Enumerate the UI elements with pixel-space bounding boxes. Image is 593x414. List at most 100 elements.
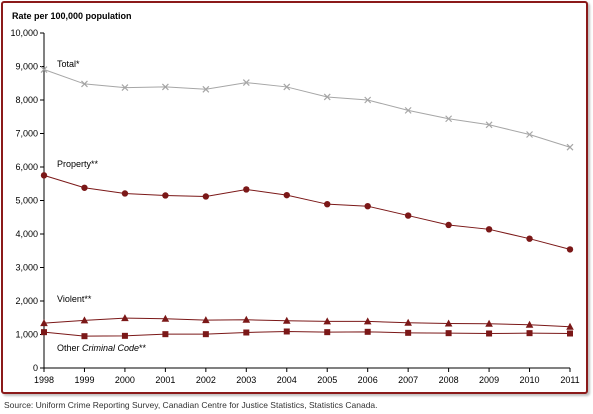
data-point-square <box>567 330 573 337</box>
data-point-square <box>364 328 371 335</box>
data-point-triangle <box>566 322 574 330</box>
data-point-triangle <box>485 319 493 327</box>
data-point-square <box>41 329 47 336</box>
data-point-x <box>283 83 291 91</box>
data-point-x <box>445 115 453 123</box>
data-point-circle <box>81 184 88 191</box>
x-tick-label: 2010 <box>520 375 540 385</box>
x-mark-stroke <box>364 96 372 104</box>
data-point-circle <box>243 186 250 193</box>
data-point-circle <box>566 246 574 253</box>
data-point-circle <box>324 200 331 208</box>
data-point-x <box>404 106 412 114</box>
data-point-triangle <box>282 316 291 324</box>
data-point-triangle <box>121 314 129 322</box>
series-label: Violent** <box>57 294 92 304</box>
x-mark-stroke <box>81 80 88 88</box>
data-point-square <box>283 328 290 335</box>
data-point-circle <box>162 192 169 199</box>
series-square <box>41 328 573 340</box>
y-tick-label: 10,000 <box>10 28 38 38</box>
data-point-square <box>202 331 209 338</box>
y-tick-label: 0 <box>33 363 38 373</box>
series-line <box>43 317 571 328</box>
y-tick-label: 5,000 <box>15 196 38 206</box>
data-point-circle <box>202 193 210 200</box>
y-tick-label: 4,000 <box>15 229 38 239</box>
data-point-triangle <box>161 314 170 322</box>
data-point-x <box>242 79 250 87</box>
y-axis-label: Rate per 100,000 population <box>12 11 132 21</box>
series-labels: Total* Property** Violent** Other Criminal … <box>57 59 147 353</box>
data-point-square <box>81 333 88 340</box>
x-tick-label: 2002 <box>196 375 216 385</box>
series-triangle <box>40 314 574 330</box>
series-layer <box>40 66 574 340</box>
x-tick-label: 2003 <box>236 375 256 385</box>
data-point-circle <box>121 190 129 197</box>
series-line <box>43 174 571 250</box>
data-point-square <box>405 329 412 336</box>
x-tick-label: 2009 <box>479 375 499 385</box>
x-mark-stroke <box>404 106 412 114</box>
data-point-x <box>161 83 169 91</box>
x-tick-label: 2006 <box>358 375 378 385</box>
data-point-circle <box>283 191 290 199</box>
data-point-square <box>445 330 452 337</box>
data-point-triangle <box>323 317 332 325</box>
x-mark-stroke <box>485 121 493 129</box>
data-point-x <box>323 93 331 101</box>
y-tick-label: 7,000 <box>15 129 38 139</box>
axes: 0 1,000 2,000 3,000 4,000 5,000 6,000 7,000 8,00… <box>10 28 579 385</box>
y-tick-label: 3,000 <box>15 263 38 273</box>
series-label: Other Criminal Code** <box>57 343 147 353</box>
data-point-x <box>202 85 210 93</box>
data-point-x <box>121 84 129 92</box>
series-x <box>40 66 574 151</box>
x-tick-label: 2000 <box>115 375 135 385</box>
x-mark-stroke <box>40 66 48 73</box>
data-point-square <box>243 329 250 336</box>
data-point-triangle <box>404 318 412 326</box>
x-mark-stroke <box>283 83 291 91</box>
y-tick-label: 2,000 <box>15 296 38 306</box>
data-point-x <box>485 121 493 129</box>
x-tick-label: 2005 <box>317 375 337 385</box>
data-point-triangle <box>80 316 89 324</box>
x-tick-label: 1999 <box>74 375 94 385</box>
data-point-square <box>121 332 128 339</box>
data-point-triangle <box>444 319 453 327</box>
data-point-circle <box>445 221 452 229</box>
x-tick-label: 2001 <box>155 375 175 385</box>
source-note: Source: Uniform Crime Reporting Survey, … <box>4 400 378 410</box>
data-point-square <box>486 330 493 337</box>
data-point-triangle <box>40 319 48 327</box>
x-mark-stroke <box>566 143 574 151</box>
data-point-circle <box>364 202 371 210</box>
data-point-circle <box>526 235 533 242</box>
data-point-x <box>526 131 533 138</box>
x-mark-stroke <box>121 84 129 92</box>
chart-frame <box>1 1 588 394</box>
x-mark-stroke <box>323 93 331 101</box>
x-mark-stroke <box>242 79 250 87</box>
data-point-x <box>81 80 88 88</box>
data-point-circle <box>485 226 493 233</box>
x-mark-stroke <box>526 131 533 138</box>
data-point-x <box>566 143 574 151</box>
x-mark-stroke <box>161 83 169 91</box>
series-circle <box>40 172 574 253</box>
data-point-x <box>40 66 48 73</box>
data-point-x <box>364 96 372 104</box>
series-line <box>43 69 571 148</box>
data-point-square <box>162 331 169 338</box>
x-tick-label: 2004 <box>277 375 297 385</box>
y-tick-label: 1,000 <box>15 330 38 340</box>
data-point-square <box>526 330 533 337</box>
x-mark-stroke <box>202 85 210 93</box>
x-tick-label: 1998 <box>34 375 54 385</box>
data-point-square <box>324 329 331 336</box>
data-point-triangle <box>202 316 210 324</box>
x-tick-label: 2007 <box>398 375 418 385</box>
